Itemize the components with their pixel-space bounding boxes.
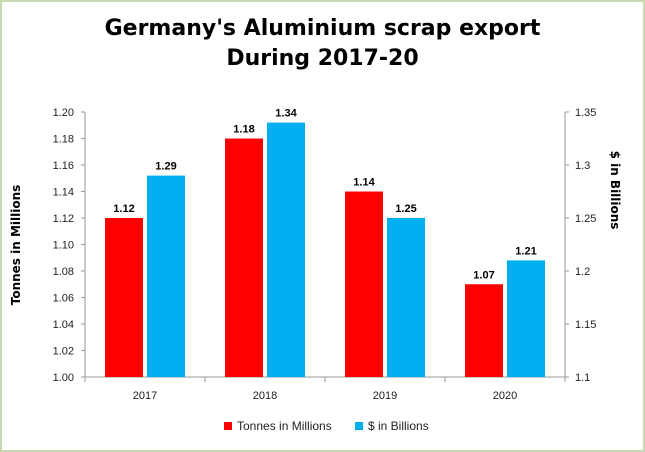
- bar-tonnes-2020: [465, 284, 503, 377]
- legend-swatch: [224, 422, 232, 430]
- bar-dollars-2020: [507, 260, 545, 377]
- y-right-axis-title: $ in Billions: [608, 151, 622, 230]
- legend: Tonnes in Millions $ in Billions: [224, 419, 429, 433]
- y-left-tick-label: 1.10: [53, 240, 74, 252]
- y-left-tick-label: 1.12: [53, 213, 74, 225]
- chart-title-line2: During 2017-20: [226, 46, 419, 71]
- chart-title-line1: Germany's Aluminium scrap export: [104, 16, 541, 41]
- y-right-tick-label: 1.35: [575, 107, 596, 119]
- legend-label: Tonnes in Millions: [237, 419, 332, 433]
- y-left-tick-label: 1.02: [53, 346, 74, 358]
- bar-tonnes-2019: [345, 191, 383, 377]
- y-left-tick-label: 1.14: [53, 187, 74, 199]
- x-tick-label: 2019: [373, 390, 397, 402]
- bar-dollars-2019: [387, 218, 425, 377]
- y-left-axis-title: Tonnes in Millions: [9, 185, 23, 306]
- data-label-tonnes-2018: 1.18: [233, 124, 254, 136]
- bar-tonnes-2017: [105, 218, 143, 377]
- y-left-tick-label: 1.16: [53, 160, 74, 172]
- x-tick-label: 2017: [133, 390, 157, 402]
- y-left-tick-label: 1.20: [53, 107, 74, 119]
- y-right-tick-label: 1.15: [575, 319, 596, 331]
- data-label-dollars-2020: 1.21: [515, 245, 536, 257]
- y-right-tick-label: 1.1: [575, 372, 590, 384]
- y-right-tick-label: 1.3: [575, 160, 590, 172]
- bar-tonnes-2018: [225, 138, 263, 377]
- data-label-dollars-2017: 1.29: [155, 161, 176, 173]
- y-right-tick-label: 1.25: [575, 213, 596, 225]
- bar-dollars-2018: [267, 122, 305, 377]
- y-left-tick-label: 1.00: [53, 372, 74, 384]
- y-left-tick-label: 1.04: [53, 319, 74, 331]
- data-label-tonnes-2020: 1.07: [473, 269, 494, 281]
- y-left-tick-label: 1.18: [53, 134, 74, 146]
- data-label-dollars-2019: 1.25: [395, 203, 416, 215]
- data-label-tonnes-2019: 1.14: [353, 177, 375, 189]
- data-label-dollars-2018: 1.34: [275, 108, 297, 120]
- y-left-tick-label: 1.08: [53, 266, 74, 278]
- legend-swatch: [355, 422, 363, 430]
- legend-label: $ in Billions: [368, 419, 429, 433]
- y-right-tick-label: 1.2: [575, 266, 590, 278]
- x-tick-label: 2020: [493, 390, 517, 402]
- bar-dollars-2017: [147, 175, 185, 377]
- x-tick-label: 2018: [253, 390, 277, 402]
- y-left-tick-label: 1.06: [53, 293, 74, 305]
- data-label-tonnes-2017: 1.12: [113, 203, 134, 215]
